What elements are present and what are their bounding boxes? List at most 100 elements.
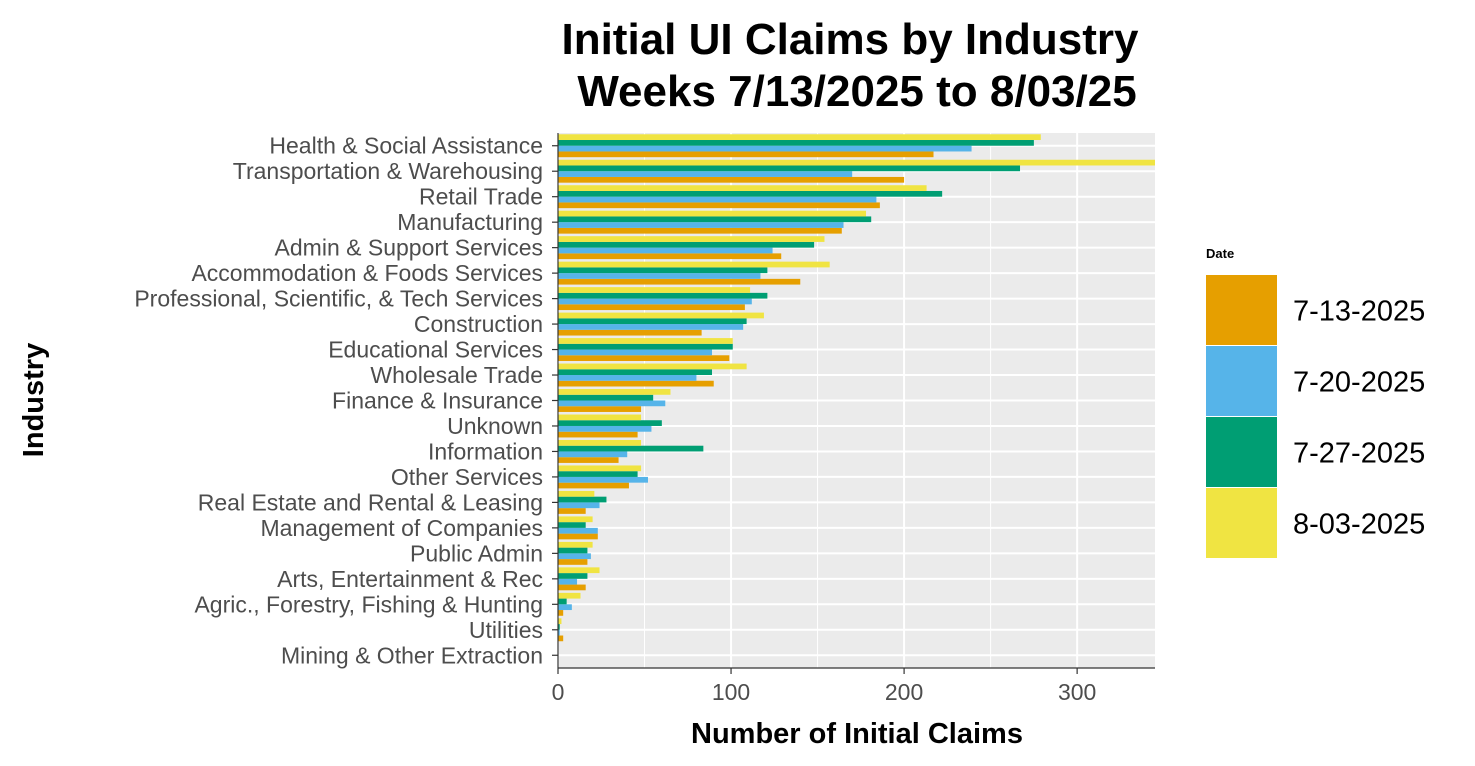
bar [558,253,782,260]
bar [558,522,586,528]
bar [558,482,629,489]
bar [558,292,768,299]
bar [558,369,713,376]
bar [558,629,560,636]
category-label: Construction [414,311,543,337]
bar [558,324,744,330]
category-label: Manufacturing [397,209,543,235]
bar [558,425,652,432]
bar [558,145,972,152]
bar [558,567,600,574]
bar [558,210,867,217]
bar [558,618,562,625]
bar [558,598,567,605]
bar [558,420,662,426]
bar [558,389,671,395]
bar [558,363,747,370]
bar [558,375,697,381]
x-tick-label: 300 [1058,679,1096,705]
bar [558,624,560,630]
chart-title-line-2: Weeks 7/13/2025 to 8/03/25 [577,67,1136,116]
bar [558,267,768,274]
legend-key [1206,346,1277,416]
bar [558,185,927,191]
bar [558,502,600,509]
bar [558,134,1041,141]
legend: Date 7-13-2025 7-20-2025 7-27-2025 8-03-202… [1206,246,1425,558]
x-axis-title: Number of Initial Claims [691,718,1023,750]
category-label: Wholesale Trade [370,362,543,388]
bar [558,496,607,503]
legend-label: 8-03-2025 [1293,509,1425,541]
bar [558,171,853,177]
bar [558,190,943,197]
bar [558,476,648,483]
bar [558,592,581,599]
category-label: Unknown [447,413,543,439]
category-label: Other Services [391,464,543,490]
bar [558,227,842,234]
bar [558,439,642,446]
bar [558,610,564,616]
bar [558,533,598,540]
bar [558,151,934,158]
legend-label: 7-13-2025 [1293,296,1425,328]
chart-title-line-1: Initial UI Claims by Industry [561,15,1139,64]
bar [558,298,752,305]
bar [558,140,1034,146]
bar [558,202,880,209]
bar [558,578,578,585]
bar [558,553,591,560]
legend-key [1206,417,1277,487]
bar [558,547,588,554]
category-label: Management of Companies [260,515,543,541]
bar [558,355,730,362]
bar [558,312,764,319]
category-label: Retail Trade [419,184,543,210]
bar [558,216,872,223]
category-label: Educational Services [328,337,543,363]
bar [558,261,830,268]
bar [558,247,773,254]
bar [558,431,638,438]
y-axis-title: Industry [18,343,50,457]
bar [558,457,619,463]
category-label: Finance & Insurance [332,388,543,414]
bar [558,400,666,407]
x-tick-label: 0 [552,679,565,705]
category-label: Transportation & Warehousing [233,158,543,184]
legend-key [1206,275,1277,345]
bar [558,445,704,452]
category-label: Real Estate and Rental & Leasing [198,489,543,515]
bar [558,406,642,412]
category-label: Professional, Scientific, & Tech Service… [134,286,543,312]
bar [558,508,586,514]
bar [558,471,638,477]
bar [558,451,628,458]
bar [558,278,801,285]
bar [558,635,564,642]
bar [558,165,1021,172]
bar [558,343,733,350]
category-label: Arts, Entertainment & Rec [277,566,543,592]
category-label: Health & Social Assistance [269,133,543,159]
bar [558,241,815,248]
x-axis-ticks: 0 100 200 300 [552,668,1096,705]
bar [558,222,844,228]
bar [558,541,593,548]
category-label: Mining & Other Extraction [281,642,543,668]
bar [558,338,733,344]
bar [558,604,572,611]
bar [558,318,747,325]
bar [558,304,745,311]
bar [558,329,702,336]
category-label: Information [428,438,543,464]
bar [558,273,761,279]
bar [558,196,877,203]
bar [558,490,595,497]
category-label: Admin & Support Services [275,235,543,261]
bar [558,516,593,523]
x-tick-label: 200 [885,679,923,705]
bar [558,380,714,387]
